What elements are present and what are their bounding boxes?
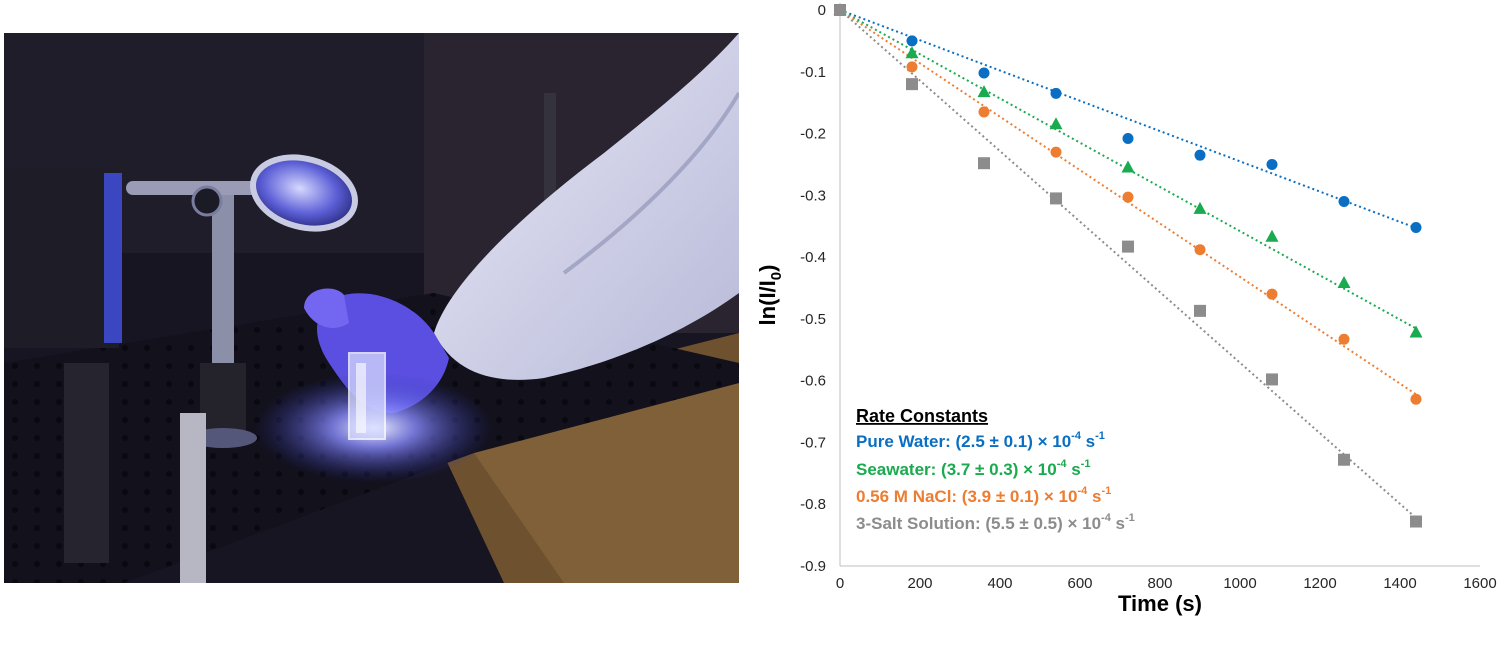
x-axis-title: Time (s) — [1118, 591, 1202, 616]
point-pure_water — [1050, 87, 1062, 99]
point-seawater — [1265, 229, 1279, 242]
point-three_salt — [1122, 240, 1134, 253]
point-seawater — [1337, 276, 1351, 289]
rate-nacl: 0.56 M NaCl: (3.9 ± 0.1) × 10-4 s-1 — [856, 485, 1111, 506]
rate-three-salt: 3-Salt Solution: (5.5 ± 0.5) × 10-4 s-1 — [856, 512, 1135, 533]
point-nacl — [1338, 333, 1350, 345]
point-seawater — [1409, 325, 1423, 338]
point-seawater — [1193, 201, 1207, 214]
point-nacl — [906, 61, 918, 73]
point-seawater — [905, 46, 919, 59]
lab-photo — [4, 33, 739, 583]
rate-constants-title: Rate Constants — [856, 406, 988, 426]
point-seawater — [1049, 117, 1063, 130]
point-seawater — [1121, 160, 1135, 173]
point-nacl — [1194, 244, 1206, 256]
y-tick-label: -0.3 — [800, 187, 826, 204]
y-tick-label: -0.1 — [800, 64, 826, 81]
axes-layer — [839, 10, 1480, 567]
point-three_salt — [1338, 453, 1350, 466]
point-seawater — [977, 85, 991, 98]
point-nacl — [978, 106, 990, 118]
y-tick-label: -0.7 — [800, 434, 826, 451]
point-three_salt — [1410, 515, 1422, 528]
point-pure_water — [1338, 196, 1350, 208]
y-tick-label: -0.4 — [800, 249, 826, 266]
x-tick-label: 1600 — [1463, 575, 1496, 592]
rate-seawater: Seawater: (3.7 ± 0.3) × 10-4 s-1 — [856, 458, 1090, 479]
point-three_salt — [1194, 304, 1206, 317]
y-tick-label: 0 — [818, 2, 826, 19]
y-tick-label: -0.2 — [800, 126, 826, 143]
point-three_salt — [1266, 373, 1278, 386]
x-tick-label: 1200 — [1303, 575, 1336, 592]
rate-pure-water: Pure Water: (2.5 ± 0.1) × 10-4 s-1 — [856, 430, 1105, 451]
tick-labels: 0 200 400 600 800 1000 1200 1400 1600 0 -0.1 -0.2 -0… — [800, 2, 1497, 592]
y-tick-label: -0.5 — [800, 311, 826, 328]
point-three_salt — [978, 157, 990, 170]
y-tick-label: -0.6 — [800, 373, 826, 390]
y-tick-label: -0.8 — [800, 496, 826, 513]
x-tick-label: 200 — [907, 575, 932, 592]
point-three_salt — [1050, 192, 1062, 205]
y-axis-title: ln(I/I0) — [755, 265, 785, 326]
x-tick-label: 0 — [836, 575, 844, 592]
point-nacl — [1050, 146, 1062, 158]
point-nacl — [1266, 288, 1278, 300]
x-tick-label: 400 — [987, 575, 1012, 592]
point-nacl — [1410, 393, 1422, 405]
rate-constants-box: Rate Constants Pure Water: (2.5 ± 0.1) ×… — [856, 406, 1135, 533]
point-pure_water — [1194, 149, 1206, 161]
point-pure_water — [906, 35, 918, 47]
point-pure_water — [1122, 132, 1134, 144]
point-pure_water — [1410, 221, 1422, 233]
x-tick-label: 800 — [1147, 575, 1172, 592]
x-tick-label: 1400 — [1383, 575, 1416, 592]
decay-chart: 0 200 400 600 800 1000 1200 1400 1600 0 -0.1 -0.2 -0… — [755, 2, 1497, 616]
x-tick-label: 1000 — [1223, 575, 1256, 592]
point-three_salt — [906, 78, 918, 91]
point-three_salt — [834, 4, 846, 16]
y-tick-label: -0.9 — [800, 558, 826, 575]
point-pure_water — [1266, 158, 1278, 170]
point-nacl — [1122, 191, 1134, 203]
data-points — [833, 3, 1423, 528]
point-pure_water — [978, 67, 990, 79]
x-tick-label: 600 — [1067, 575, 1092, 592]
